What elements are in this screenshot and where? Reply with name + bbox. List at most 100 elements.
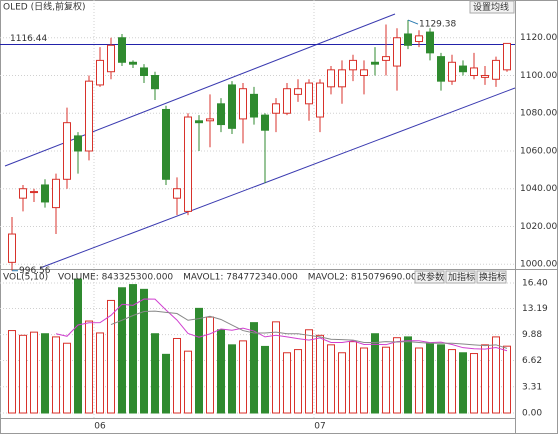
y-tick-label: 1040.00 (520, 184, 557, 194)
candle-body (503, 42, 511, 71)
max-label: 1129.38 (419, 20, 456, 30)
x-tick-label: 07 (314, 422, 325, 432)
panel-button-label[interactable]: 改参数 (417, 271, 444, 283)
x-tick-label: 06 (94, 422, 106, 432)
volume-bar (338, 352, 346, 414)
y-tick-label: 13.19 (522, 304, 548, 314)
candle-body (250, 93, 258, 118)
ma-line (110, 310, 508, 349)
candle-body (470, 67, 478, 76)
min-label: 996.56 (19, 266, 51, 276)
y-tick-label: 1020.00 (520, 222, 557, 232)
candle-body (272, 103, 280, 114)
y-tick-label: 1080.00 (520, 109, 557, 119)
candle-body (85, 80, 93, 152)
candle-body (261, 114, 269, 131)
trend-channel-lower (39, 87, 516, 269)
legend-name: MAVOL1 (183, 273, 220, 283)
candle-body (30, 191, 38, 194)
volume-bar (327, 344, 335, 414)
y-tick-label: 3.31 (522, 382, 542, 392)
panel-button[interactable] (414, 270, 445, 284)
volume-bar (239, 340, 247, 414)
panel-button-label[interactable]: 换指标 (479, 271, 506, 283)
candle-body (74, 135, 82, 152)
volume-bar (30, 331, 38, 414)
reference-label: 1116.44 (10, 34, 47, 44)
volume-bar (206, 316, 214, 414)
candle-body (382, 56, 390, 61)
volume-bar (503, 345, 511, 414)
volume-bar (8, 330, 16, 414)
candle-body (217, 103, 225, 126)
y-tick-label: 1100.00 (520, 71, 557, 81)
candle-body (162, 108, 170, 180)
volume-bar (294, 349, 302, 414)
y-tick-label: 9.88 (522, 330, 542, 340)
volume-bar (448, 349, 456, 414)
candle-body (393, 37, 401, 67)
candle-body (371, 61, 379, 65)
candle-body (206, 118, 214, 122)
volume-bar (184, 350, 192, 414)
panel-button-label[interactable]: 加指标 (448, 271, 475, 283)
candle-body (63, 122, 71, 180)
volume-bar (173, 337, 181, 414)
y-tick-label: 0.00 (522, 409, 542, 419)
chart-title: OLED (日线,前复权) (3, 1, 85, 13)
candle-body (107, 44, 115, 73)
volume-bar (19, 334, 27, 414)
volume-bar (459, 352, 467, 414)
legend-value: : 815079690.000 (345, 273, 423, 283)
candle-body (360, 69, 368, 76)
volume-bar (261, 345, 269, 414)
panel-button[interactable] (445, 270, 476, 284)
candle-body (173, 188, 181, 199)
candle-body (129, 61, 137, 65)
candle-body (96, 59, 104, 86)
candle-body (140, 67, 148, 76)
candle-body (239, 88, 247, 120)
candle-body (448, 61, 456, 82)
ma-line (55, 298, 508, 352)
volume-bar (162, 353, 170, 414)
volume-bar (217, 329, 225, 414)
volume-title: VOL(5,10) (3, 273, 48, 283)
volume-bar (349, 341, 357, 414)
volume-bar (481, 344, 489, 414)
volume-bar (360, 347, 368, 414)
volume-bar (492, 336, 500, 414)
candle-body (283, 88, 291, 114)
candle-body (404, 33, 412, 46)
candle-body (437, 56, 445, 82)
y-tick-label: 16.40 (522, 279, 548, 289)
candle-body (195, 120, 203, 124)
volume-bar (107, 299, 115, 414)
legend-value: : 784772340.000 (220, 273, 298, 283)
volume-bar (316, 334, 324, 414)
legend-value: : 843325300.000 (96, 273, 174, 283)
volume-bar (415, 347, 423, 414)
y-tick-label: 1000.00 (520, 260, 557, 270)
candle-body (492, 59, 500, 80)
volume-bar (250, 322, 258, 414)
volume-bar (140, 288, 148, 414)
ma-settings-button[interactable] (469, 0, 515, 14)
volume-bar (371, 333, 379, 414)
volume-bar (74, 278, 82, 414)
candle-body (19, 188, 27, 199)
volume-bar (63, 342, 71, 414)
y-tick-label: 6.62 (522, 356, 542, 366)
candle-body (481, 74, 489, 78)
volume-bar (437, 344, 445, 414)
legend-name: VOLUME (58, 273, 96, 283)
ma-settings-label[interactable]: 设置均线 (473, 1, 509, 13)
volume-bar (85, 320, 93, 414)
candle-body (338, 69, 346, 88)
volume-bar (305, 329, 313, 414)
panel-button[interactable] (476, 270, 507, 284)
y-tick-label: 1060.00 (520, 146, 557, 156)
candle-body (426, 31, 434, 54)
marks (0, 19, 515, 414)
